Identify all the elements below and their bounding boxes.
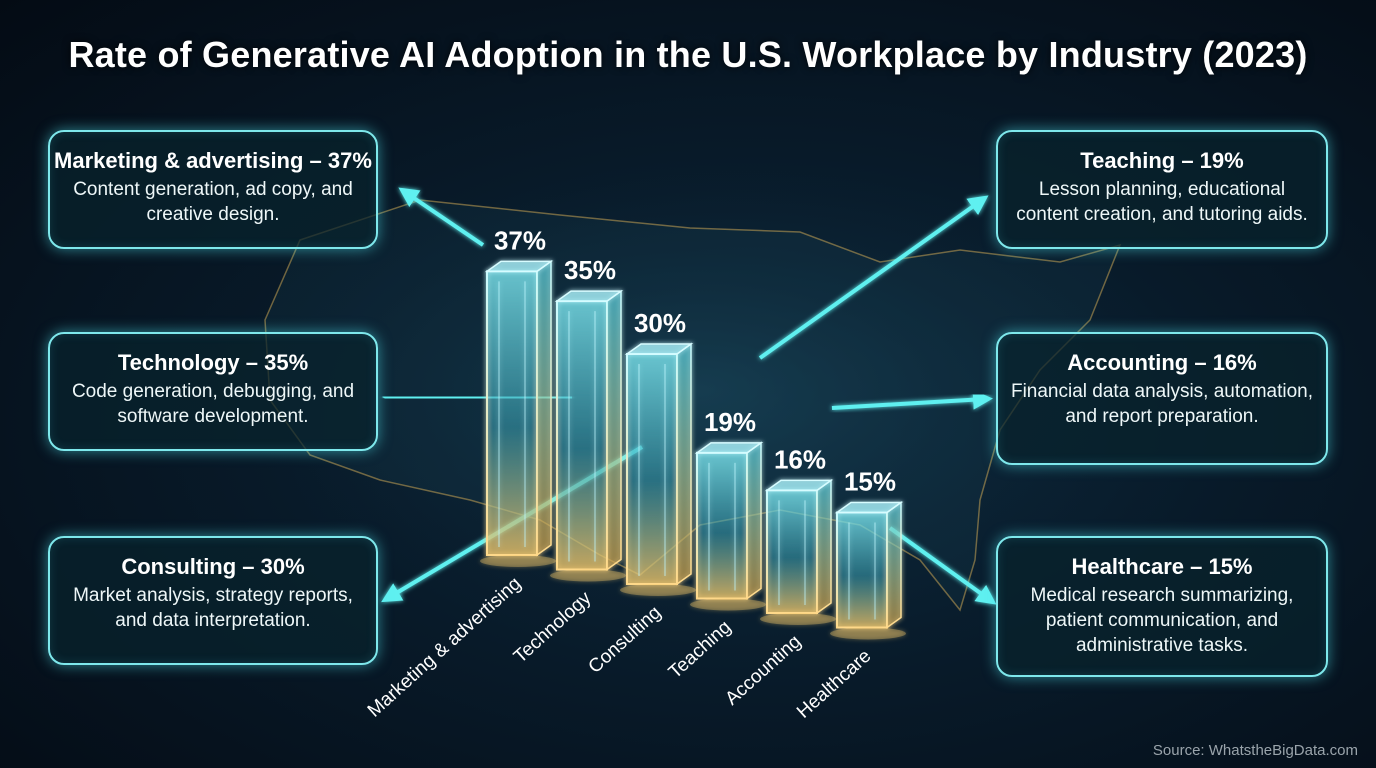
- bar-teaching: [690, 441, 766, 611]
- card-teaching-heading: Teaching – 19%: [1080, 148, 1244, 173]
- value-label-technology: 35%: [564, 255, 616, 285]
- bar-top-consulting: [624, 343, 694, 355]
- category-label-accounting: Accounting: [721, 631, 805, 710]
- bar-front-accounting: [766, 489, 818, 615]
- bar-side-accounting: [816, 478, 832, 615]
- value-label-teaching: 19%: [704, 407, 756, 437]
- bar-top-technology: [554, 290, 624, 302]
- bar-side-teaching: [746, 441, 762, 600]
- card-accounting: Accounting – 16% Financial data analysis…: [996, 332, 1328, 465]
- category-label-technology: Technology: [510, 587, 596, 667]
- bar-base-glow-technology: [550, 569, 626, 582]
- card-marketing-description: Content generation, ad copy, and creativ…: [73, 179, 353, 225]
- card-technology: Technology – 35% Code generation, debugg…: [48, 332, 378, 451]
- source-credit: Source: WhatstheBigData.com: [1152, 742, 1358, 759]
- value-label-marketing-and-advertising: 37%: [494, 225, 546, 255]
- bar-base-glow-consulting: [620, 584, 696, 596]
- bar-top-marketing-and-advertising: [484, 260, 554, 273]
- arrow-healthcare: [888, 526, 997, 605]
- value-label-accounting: 16%: [774, 444, 826, 474]
- bar-front-consulting: [626, 353, 678, 585]
- category-label-teaching: Teaching: [665, 617, 736, 684]
- card-technology-heading: Technology – 35%: [117, 350, 309, 375]
- bar-front-marketing-and-advertising: [486, 270, 538, 556]
- card-accounting-heading: Accounting – 16%: [1067, 350, 1257, 375]
- category-label-healthcare: Healthcare: [793, 646, 875, 723]
- bar-top-healthcare: [834, 501, 904, 514]
- bars-group: [480, 259, 906, 640]
- category-label-consulting: Consulting: [585, 602, 666, 678]
- bar-front-teaching: [696, 451, 748, 600]
- bar-side-consulting: [676, 342, 692, 586]
- card-accounting-description: Financial data analysis, automation, and…: [1010, 381, 1314, 427]
- card-marketing-heading: Marketing & advertising – 37%: [54, 148, 372, 173]
- chart-title: Rate of Generative AI Adoption in the U.…: [68, 34, 1308, 75]
- card-teaching-description: Lesson planning, educational content cre…: [1016, 179, 1308, 225]
- card-healthcare-heading: Healthcare – 15%: [1071, 554, 1253, 579]
- card-consulting-description: Market analysis, strategy reports, and d…: [73, 585, 353, 631]
- bar-base-glow-marketing-and-advertising: [480, 555, 556, 567]
- card-consulting: Consulting – 30% Market analysis, strate…: [48, 536, 378, 665]
- bar-top-teaching: [694, 442, 764, 454]
- bar-healthcare: [830, 501, 906, 640]
- bar-side-technology: [606, 289, 622, 571]
- bar-accounting: [760, 478, 836, 625]
- arrow-accounting: [831, 389, 993, 410]
- bar-side-marketing-and-advertising: [536, 259, 552, 557]
- value-label-healthcare: 15%: [844, 467, 896, 497]
- card-healthcare: Healthcare – 15% Medical research summar…: [996, 536, 1328, 677]
- arrow-teaching: [758, 195, 989, 360]
- card-healthcare-description: Medical research summarizing, patient co…: [1030, 585, 1294, 656]
- bar-base-glow-teaching: [690, 598, 766, 611]
- arrow-marketing: [398, 187, 485, 247]
- bar-top-accounting: [764, 479, 834, 492]
- category-label-marketing-and-advertising: Marketing & advertising: [364, 573, 526, 721]
- card-consulting-heading: Consulting – 30%: [121, 554, 305, 579]
- bar-marketing-and-advertising: [480, 259, 556, 567]
- value-labels-group: 37% 35% 30% 19% 16% 15%: [494, 225, 896, 496]
- bar-front-technology: [556, 300, 608, 571]
- card-technology-description: Code generation, debugging, and software…: [71, 381, 355, 427]
- bar-technology: [550, 289, 626, 582]
- bar-front-healthcare: [836, 511, 888, 629]
- card-teaching: Teaching – 19% Lesson planning, educatio…: [996, 130, 1328, 249]
- value-label-consulting: 30%: [634, 308, 686, 338]
- card-marketing: Marketing & advertising – 37% Content ge…: [48, 130, 378, 249]
- bar-base-glow-accounting: [760, 613, 836, 625]
- bar-base-glow-healthcare: [830, 627, 906, 640]
- bar-consulting: [620, 342, 696, 596]
- bar-side-healthcare: [886, 501, 902, 629]
